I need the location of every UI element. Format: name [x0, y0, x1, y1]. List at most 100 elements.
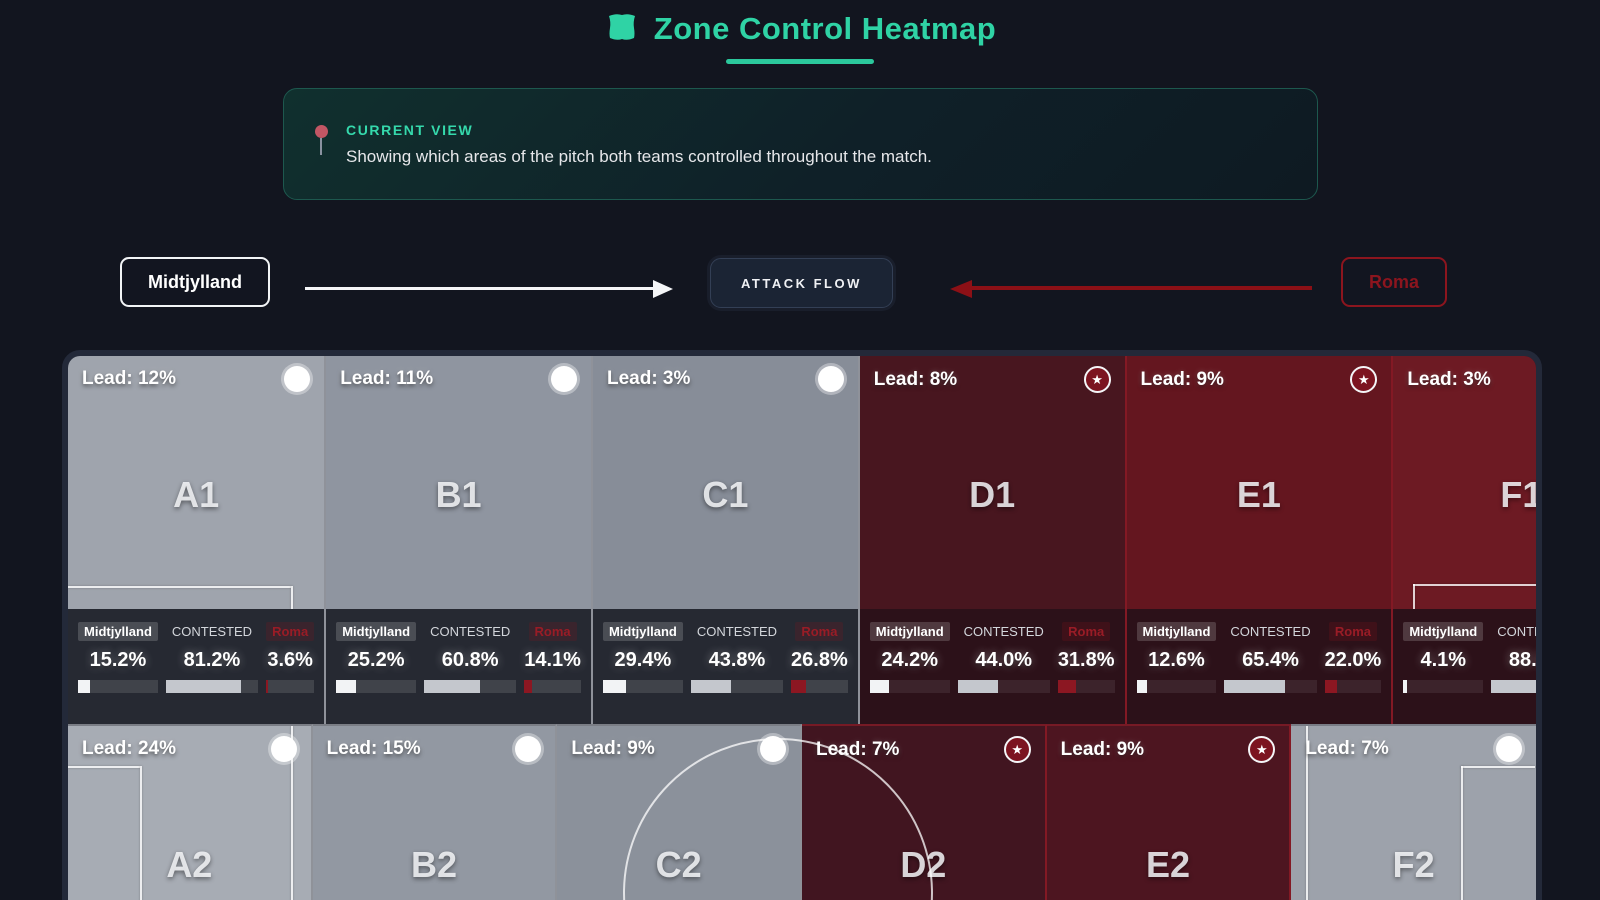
contested-control-bar-fill	[424, 680, 481, 693]
contested-control-bar	[424, 680, 517, 693]
contested-control-label: CONTESTED	[430, 624, 511, 639]
zone-stats-grid: Midtjylland 25.2% CONTESTED 60.8% Roma 14.1%	[336, 622, 581, 693]
zone-stats-panel: Midtjylland 24.2% CONTESTED 44.0% Roma 31.8%	[859, 609, 1125, 724]
home-control-bar	[602, 680, 683, 693]
zone-stats-grid: Midtjylland 15.2% CONTESTED 81.2% Roma 3.6%	[78, 622, 315, 693]
home-control-bar	[1136, 680, 1217, 693]
away-team-box[interactable]: Roma	[1341, 257, 1448, 307]
home-control-bar-fill	[78, 680, 91, 693]
away-control-label: Roma	[528, 622, 577, 641]
contested-control-bar-fill	[690, 680, 732, 693]
away-control-bar-fill	[524, 680, 533, 693]
zone-cell-a1[interactable]: Lead: 12% A1 Midtjylland 15.2% CONTESTED 81.2…	[68, 356, 327, 724]
zone-lead-label: Lead: 9%	[1140, 368, 1224, 390]
home-attack-arrow-icon	[305, 280, 673, 298]
zone-cell-b1[interactable]: Lead: 11% B1 Midtjylland 25.2% CONTESTED 60.8…	[326, 356, 593, 724]
zone-lead-row: Lead: 9% ★	[1127, 356, 1392, 403]
zone-cell-b2[interactable]: Lead: 15% B2	[312, 724, 558, 900]
zone-lead-label: Lead: 15%	[326, 738, 421, 759]
contested-control-bar-fill	[957, 680, 999, 693]
zone-cell-d2[interactable]: Lead: 7% ★ D2	[802, 724, 1047, 900]
away-control-value: 14.1%	[524, 649, 581, 671]
away-attack-arrow-icon	[950, 280, 1312, 298]
pin-icon	[314, 125, 328, 155]
zone-cell-c2[interactable]: Lead: 9% C2	[557, 724, 802, 900]
zone-lead-row: Lead: 7%	[1291, 726, 1536, 772]
zone-letter: C2	[655, 844, 702, 885]
away-control-bar-fill	[791, 680, 807, 693]
zone-lead-label: Lead: 24%	[82, 738, 176, 759]
zone-stats-panel: Midtjylland 25.2% CONTESTED 60.8% Roma 14.1%	[326, 609, 591, 724]
zone-cell-d1[interactable]: Lead: 8% ★ D1 Midtjylland 24.2% CONTESTED 44.0…	[859, 356, 1127, 724]
contested-control-bar-fill	[1224, 680, 1285, 693]
away-control-value: 3.6%	[267, 649, 313, 671]
contested-control-bar-fill	[1491, 680, 1536, 693]
home-control-bar-fill	[602, 680, 627, 693]
away-control-bar	[791, 680, 848, 693]
home-control-stat: Midtjylland 15.2%	[78, 622, 158, 693]
home-control-value: 29.4%	[614, 649, 672, 671]
home-team-box[interactable]: Midtjylland	[120, 257, 270, 307]
contested-control-label: CONTESTED	[1230, 624, 1311, 639]
zone-lead-row: Lead: 15%	[313, 726, 556, 772]
zone-lead-row: Lead: 8% ★	[860, 356, 1125, 403]
away-control-stat: Roma 31.8%	[1057, 622, 1115, 693]
zone-lead-label: Lead: 8%	[873, 368, 958, 390]
contested-control-value: 81.2%	[183, 649, 241, 671]
zone-stats-panel: Midtjylland 12.6% CONTESTED 65.4% Roma 22.0%	[1126, 609, 1392, 724]
zone-area: Lead: 9% ★ E2	[1046, 726, 1290, 900]
zone-letter: B1	[435, 474, 482, 515]
zone-grid-row2: Lead: 24% A2 Lead: 15% B2 Lead: 9% C2 Lead: 7%…	[68, 724, 1536, 900]
away-control-bar	[1057, 680, 1115, 693]
zone-area: Lead: 12% A1	[68, 356, 325, 609]
control-badge-icon	[270, 736, 297, 762]
pitch-line	[1413, 584, 1536, 586]
contested-control-stat: CONTESTED 60.8%	[424, 622, 517, 693]
zone-stats-grid: Midtjylland 12.6% CONTESTED 65.4% Roma 22.0%	[1136, 622, 1382, 693]
home-control-label: Midtjylland	[336, 622, 417, 641]
home-control-bar	[1403, 680, 1484, 693]
home-control-label: Midtjylland	[1403, 622, 1484, 641]
zone-cell-e1[interactable]: Lead: 9% ★ E1 Midtjylland 12.6% CONTESTED 65.4…	[1126, 356, 1394, 724]
away-control-stat: Roma 14.1%	[524, 622, 581, 693]
zone-cell-f2[interactable]: Lead: 7% F2	[1291, 724, 1536, 900]
contested-control-bar	[690, 680, 784, 693]
zone-area: Lead: 3% C1	[592, 356, 858, 609]
zone-letter: A2	[166, 844, 213, 885]
away-control-bar-fill	[1057, 680, 1076, 693]
home-control-value: 15.2%	[89, 649, 147, 671]
zone-cell-f1[interactable]: Lead: 3%★ F1 Midtjylland 4.1% CONTESTED 88.8%…	[1393, 356, 1536, 724]
contested-control-value: 44.0%	[975, 649, 1033, 671]
zone-cell-c1[interactable]: Lead: 3% C1 Midtjylland 29.4% CONTESTED 43.8%…	[592, 356, 860, 724]
attack-flow-button[interactable]: ATTACK FLOW	[710, 258, 893, 308]
away-control-stat: Roma 26.8%	[791, 622, 848, 693]
home-control-label: Midtjylland	[869, 622, 950, 641]
home-control-stat: Midtjylland 4.1%	[1403, 622, 1484, 693]
away-control-value: 26.8%	[791, 649, 848, 671]
zone-grid-row1: Lead: 12% A1 Midtjylland 15.2% CONTESTED 81.2…	[68, 356, 1536, 724]
zone-stats-grid: Midtjylland 29.4% CONTESTED 43.8% Roma 26.8%	[602, 622, 848, 693]
title-underline	[726, 59, 874, 64]
zone-cell-a2[interactable]: Lead: 24% A2	[68, 724, 313, 900]
home-control-value: 12.6%	[1148, 649, 1205, 671]
zone-area: Lead: 7% F2	[1291, 726, 1536, 900]
control-badge-icon	[550, 366, 577, 392]
zone-lead-row: Lead: 7% ★	[802, 726, 1045, 773]
star-badge-icon: ★	[1003, 736, 1031, 763]
away-control-label: Roma	[1328, 622, 1378, 641]
away-control-label: Roma	[266, 622, 315, 641]
contested-control-bar	[165, 680, 259, 693]
zone-cell-e2[interactable]: Lead: 9% ★ E2	[1046, 724, 1292, 900]
zone-lead-row: Lead: 3%	[593, 356, 858, 402]
away-control-value: 31.8%	[1057, 649, 1115, 671]
contested-control-bar-fill	[165, 680, 241, 693]
home-control-label: Midtjylland	[1136, 622, 1217, 641]
zone-area: Lead: 7% ★ D2	[802, 726, 1045, 900]
away-control-label: Roma	[1062, 622, 1111, 641]
zone-letter: A1	[173, 474, 220, 515]
pitch-line	[291, 586, 293, 609]
zone-area: Lead: 9% ★ E1	[1126, 356, 1392, 609]
pitch-line	[1461, 766, 1464, 900]
contested-control-label: CONTESTED	[171, 624, 253, 639]
